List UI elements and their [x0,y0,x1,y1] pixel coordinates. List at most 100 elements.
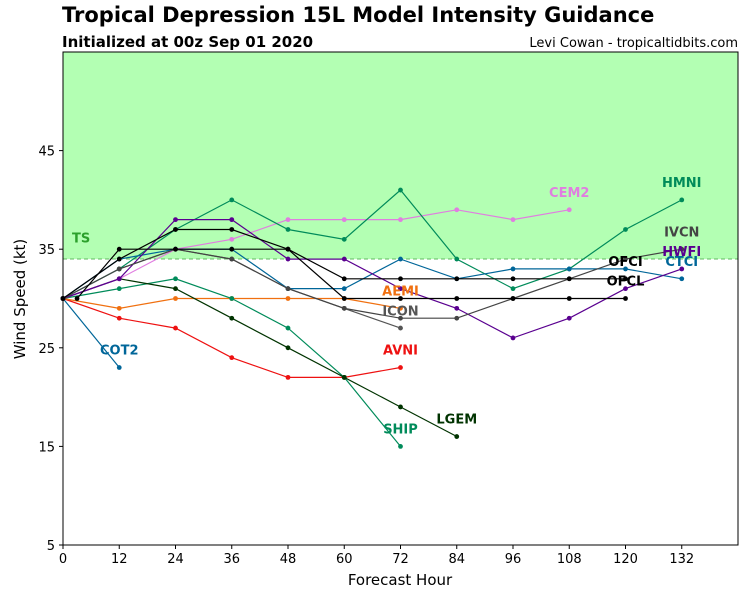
data-point-ofci [229,227,235,232]
data-point-lgem [173,286,178,292]
data-point-ctci [623,266,628,272]
data-point-ofcl [285,246,291,252]
tropical-storm-label: TS [72,231,90,246]
x-tick-label: 12 [111,552,128,567]
data-point-ofci [173,227,178,232]
data-point-ivcn [398,315,403,321]
model-label-cem2: CEM2 [549,186,589,201]
y-tick-label: 35 [38,243,55,258]
tropical-storm-zone [63,52,738,260]
data-point-ofcl [229,246,235,252]
x-tick-label: 108 [557,552,582,567]
x-tick-label: 120 [613,552,638,567]
data-point-hmni [229,197,235,203]
chart-subtitle: Initialized at 00z Sep 01 2020 [62,33,313,51]
data-point-cem2 [566,207,572,213]
data-point-hwfi [285,256,291,262]
data-point-hwfi [454,305,460,311]
data-point-aemi [173,296,178,301]
data-point-hwfi [566,315,572,321]
data-point-hmni [341,236,347,242]
data-point-ofci [566,276,572,282]
data-point-ctci [398,256,403,262]
model-label-ivcn: IVCN [664,225,699,240]
data-point-lgem [341,374,347,380]
data-point-ofci [341,276,347,282]
x-axis-label: Forecast Hour [348,571,453,589]
x-tick-label: 132 [669,552,694,567]
data-point-ofci [623,276,628,282]
data-point-ofcl [173,246,178,252]
x-axis-ticks: 0 12 24 36 48 60 72 84 96 108 120 132 [59,545,694,567]
model-label-hmni: HMNI [662,176,702,191]
data-point-hmni [454,256,460,262]
data-point-hwfi [341,256,347,262]
x-tick-label: 60 [336,552,353,567]
data-point-cem2 [229,236,235,242]
data-point-hmni [398,187,403,193]
data-point-ofcl [398,296,403,301]
data-point-ctci [566,266,572,272]
data-point-ofci [510,276,516,282]
data-point-hwfi [398,286,403,292]
series-ofcl [74,246,628,301]
series-line-hwfi [62,219,682,339]
data-point-cem2 [510,217,516,223]
data-point-aemi [285,296,291,301]
data-point-avni [285,374,291,380]
model-label-aemi: AEMI [382,285,419,300]
data-point-ofcl [74,296,80,301]
x-tick-label: 72 [392,552,409,567]
y-tick-label: 15 [38,440,55,455]
series-line-ivcn [62,248,682,319]
data-point-ofci [454,276,460,282]
model-label-cot2: COT2 [100,344,139,359]
data-point-ctci [679,276,685,282]
data-point-lgem [285,345,291,351]
series-line-cem2 [62,209,570,300]
data-point-ship [173,276,178,282]
data-point-ofcl [454,296,460,301]
y-axis-label: Wind Speed (kt) [11,239,29,360]
x-tick-label: 84 [448,552,465,567]
model-label-avni: AVNI [383,344,418,359]
data-point-ctci [510,266,516,272]
data-point-ofcl [341,296,347,301]
model-labels: COT2 AVNI AEMI SHIP LGEM ICON CEM2 HMNI CTCIHWFI… [100,176,702,438]
chart-title: Tropical Depression 15L Model Intensity … [62,3,654,27]
model-label-lgem: LGEM [436,413,477,428]
data-point-ivcn [116,266,122,272]
data-point-hwfi [623,286,628,292]
x-tick-label: 36 [223,552,240,567]
data-point-hwfi [510,335,516,341]
data-point-ivcn [454,315,460,321]
chart-credit: Levi Cowan - tropicaltidbits.com [529,36,738,51]
data-point-cem2 [398,217,403,223]
data-point-avni [229,355,235,361]
data-point-cem2 [285,217,291,223]
data-point-hmni [679,197,685,203]
data-point-ivcn [285,286,291,292]
data-point-ship [116,286,122,292]
series-hwfi [60,217,685,341]
model-label-ofci: OFCI [608,255,642,270]
series-line-hmni [62,189,683,300]
data-point-lgem [454,434,460,439]
data-point-hwfi [173,217,178,223]
data-point-ship [229,296,235,301]
data-point-avni [398,365,403,370]
y-tick-label: 5 [47,539,55,554]
x-tick-label: 96 [505,552,522,567]
data-point-icon [398,325,403,331]
data-point-hwfi [116,276,122,282]
data-point-hmni [510,286,516,292]
data-point-ivcn [341,305,347,311]
data-point-hmni [285,227,291,232]
data-point-hmni [623,227,628,232]
data-point-aemi [116,305,122,311]
data-point-avni [116,315,122,321]
data-point-ofcl [623,296,628,301]
y-tick-label: 25 [38,342,55,357]
data-point-ctci [341,286,347,292]
